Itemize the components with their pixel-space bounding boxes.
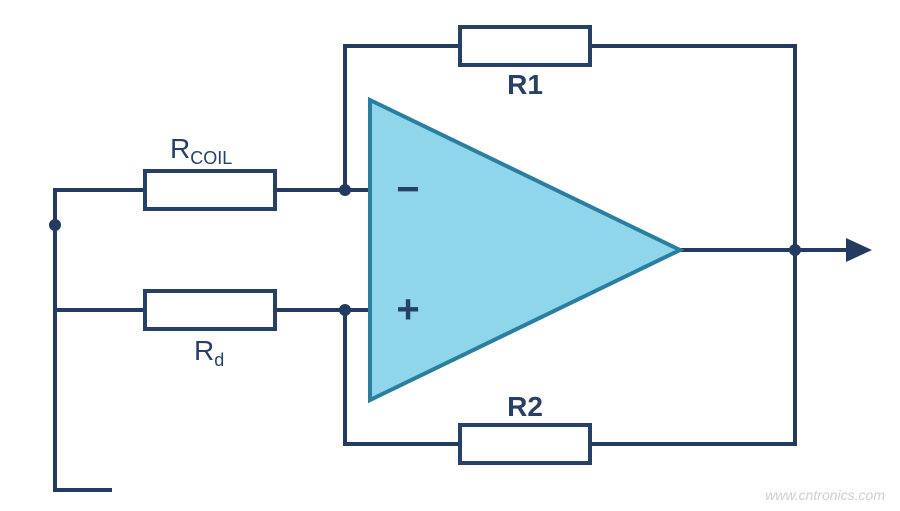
junction-dot <box>339 304 351 316</box>
junction-dot <box>789 244 801 256</box>
opamp-triangle <box>370 100 680 400</box>
label-rcoil: RCOIL <box>170 133 232 168</box>
opamp-plus-sign: + <box>396 288 419 332</box>
opamp-minus-sign: − <box>396 168 419 212</box>
watermark-text: www.cntronics.com <box>765 487 885 503</box>
resistor-rd <box>145 291 275 329</box>
resistor-rcoil <box>145 171 275 209</box>
junction-dot <box>339 184 351 196</box>
junction-dot <box>49 219 61 231</box>
output-arrow <box>846 238 872 262</box>
label-r2: R2 <box>507 391 543 422</box>
label-r1: R1 <box>507 69 543 100</box>
resistor-r1 <box>460 27 590 65</box>
label-rd: Rd <box>194 335 224 370</box>
resistor-r2 <box>460 425 590 463</box>
